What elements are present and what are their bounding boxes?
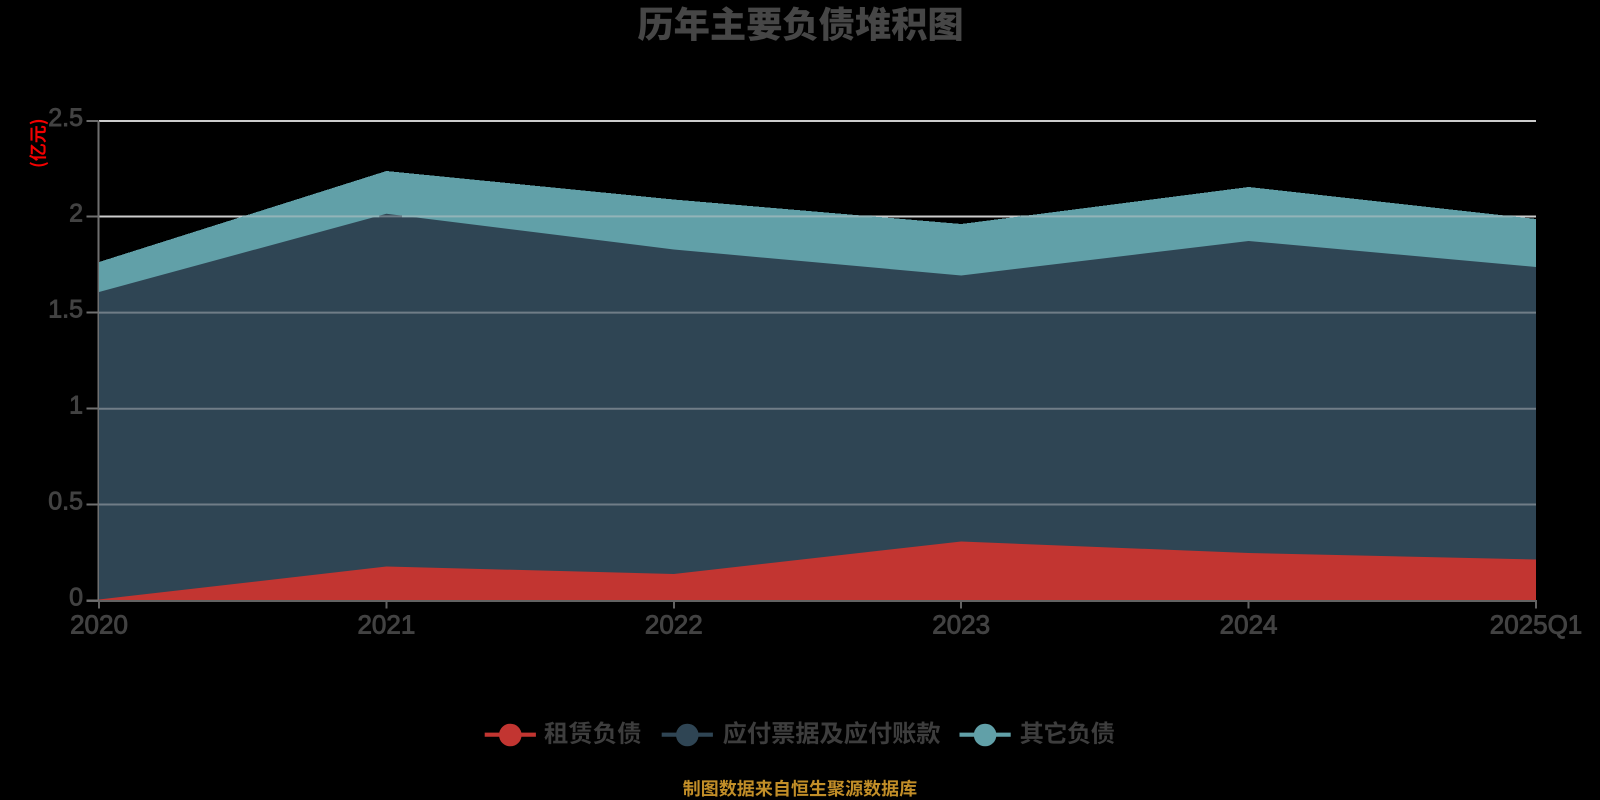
- svg-text:2.5: 2.5: [48, 104, 83, 132]
- svg-text:1: 1: [69, 392, 83, 420]
- svg-text:1.5: 1.5: [48, 296, 83, 324]
- svg-text:0: 0: [69, 583, 83, 611]
- svg-text:2023: 2023: [932, 610, 990, 640]
- svg-text:2024: 2024: [1220, 610, 1278, 640]
- svg-text:2022: 2022: [645, 610, 703, 640]
- svg-text:2020: 2020: [70, 610, 128, 640]
- svg-text:2: 2: [69, 199, 83, 227]
- svg-text:2021: 2021: [357, 610, 415, 640]
- svg-text:2025Q1: 2025Q1: [1490, 610, 1583, 640]
- svg-text:0.5: 0.5: [48, 488, 83, 516]
